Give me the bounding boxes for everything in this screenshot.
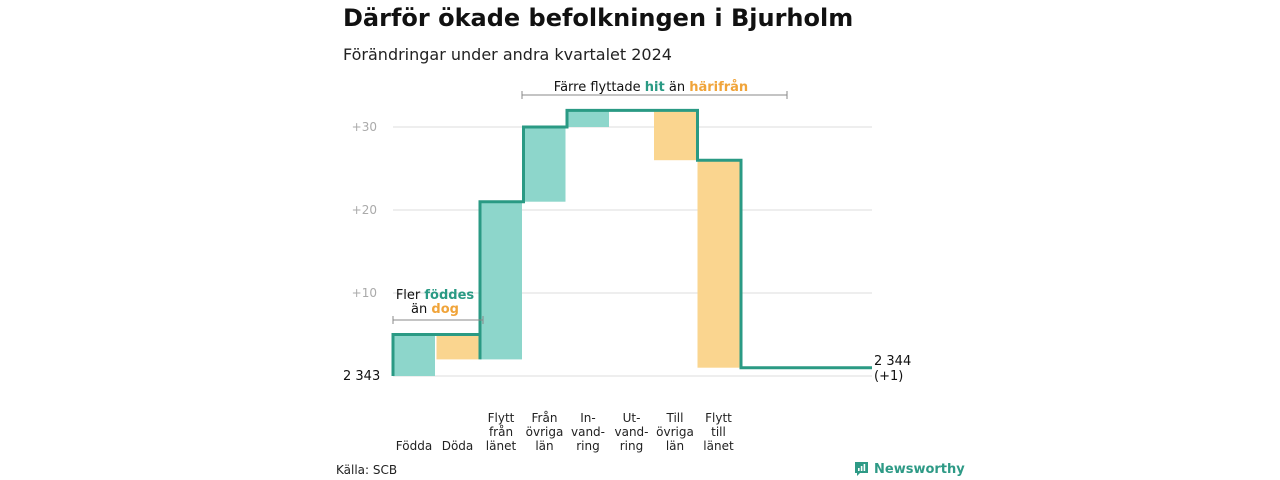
x-tick-label: övriga [656, 425, 694, 439]
waterfall-bar [436, 334, 479, 360]
annotation-deaths: än dog [411, 302, 459, 317]
waterfall-bar [567, 110, 609, 127]
waterfall-bar [523, 127, 566, 202]
start-label: 2 343 [343, 369, 380, 384]
x-tick-label: vand- [614, 425, 648, 439]
x-tick-label: övriga [526, 425, 564, 439]
bracket-migration [521, 91, 788, 99]
x-tick-label: Flytt [488, 411, 515, 425]
x-tick-label: Födda [396, 439, 432, 453]
waterfall-bar [697, 160, 740, 368]
x-tick-label: Döda [442, 439, 474, 453]
x-tick-label: Flytt [705, 411, 732, 425]
x-tick-label: till [711, 425, 726, 439]
annotation-migration-harifran: härifrån [689, 80, 748, 95]
label-layer: 2 343 2 344 (+1) Födda DödaFlyttfrånlänet… [343, 354, 911, 453]
end-sublabel: (+1) [874, 369, 903, 384]
step-line-layer [391, 108, 872, 376]
x-tick-label: Ut- [623, 411, 641, 425]
annotation-births: Fler föddes [396, 288, 475, 303]
end-label: 2 344 [874, 354, 911, 369]
x-tick-label: ring [576, 439, 600, 453]
annotation-layer: Fler föddes än dog Färre flyttade hit än… [392, 80, 788, 324]
annotation-births-key: föddes [424, 288, 474, 303]
chart-title: Därför ökade befolkningen i Bjurholm [343, 4, 854, 32]
grid-layer: +10 +20 +30 [352, 120, 872, 377]
y-tick-label: +20 [352, 203, 377, 217]
logo-text: Newsworthy [874, 461, 965, 477]
source-note: Källa: SCB [336, 463, 398, 477]
x-tick-label: vand- [571, 425, 605, 439]
annotation-migration-hit: hit [645, 80, 665, 95]
bar-layer [393, 110, 740, 376]
x-tick-label: In- [580, 411, 595, 425]
newsworthy-logo: Newsworthy [854, 461, 965, 477]
bracket-births [392, 316, 484, 324]
waterfall-bar [393, 334, 435, 376]
chart-subtitle: Förändringar under andra kvartalet 2024 [343, 45, 672, 64]
step-line [391, 108, 872, 376]
chart-bubble-icon [855, 462, 868, 476]
annotation-migration: Färre flyttade hit än härifrån [554, 80, 748, 95]
waterfall-bar [480, 201, 522, 360]
x-tick-label: Från [532, 411, 558, 425]
x-tick-label: länet [486, 439, 517, 453]
x-tick-label: Till [666, 411, 684, 425]
annotation-deaths-key: dog [431, 302, 459, 317]
y-tick-label: +30 [352, 120, 377, 134]
x-tick-label: län [666, 439, 684, 453]
x-tick-label: ring [620, 439, 644, 453]
x-tick-label: län [535, 439, 553, 453]
x-tick-label: länet [703, 439, 734, 453]
waterfall-bar [654, 110, 696, 161]
y-tick-label: +10 [352, 286, 377, 300]
x-tick-label: från [489, 425, 513, 439]
